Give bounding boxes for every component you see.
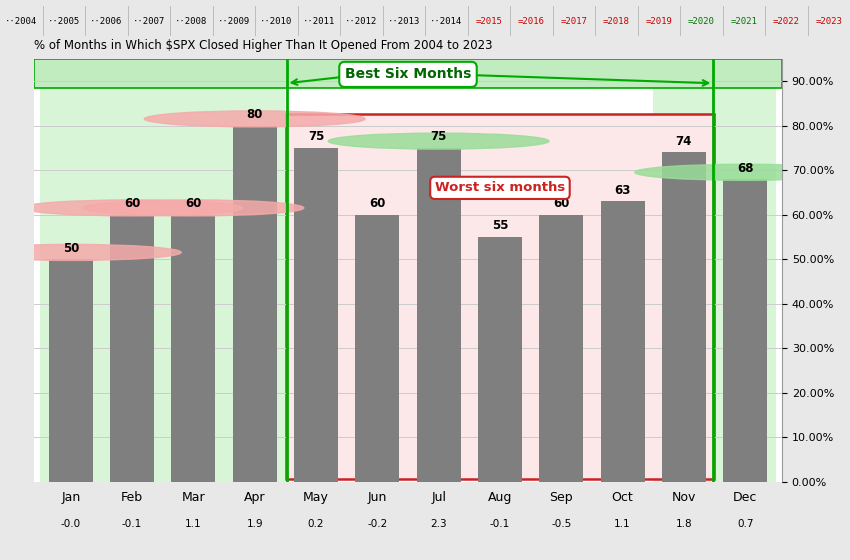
- Text: =2020: =2020: [688, 16, 715, 26]
- Text: 60: 60: [124, 197, 140, 210]
- Text: -0.1: -0.1: [490, 520, 510, 529]
- Text: =2016: =2016: [518, 16, 545, 26]
- Text: -0.1: -0.1: [122, 520, 142, 529]
- Text: -0.0: -0.0: [60, 520, 81, 529]
- Text: 60: 60: [369, 197, 386, 210]
- Text: ··2009: ··2009: [218, 16, 250, 26]
- Text: =2015: =2015: [475, 16, 502, 26]
- Text: ··2010: ··2010: [260, 16, 292, 26]
- Bar: [294, 148, 338, 482]
- Text: ··2004: ··2004: [5, 16, 37, 26]
- Text: Best Six Months: Best Six Months: [345, 67, 471, 81]
- Text: 74: 74: [676, 135, 692, 148]
- Text: =2018: =2018: [603, 16, 630, 26]
- Text: =2019: =2019: [645, 16, 672, 26]
- Bar: [40, 59, 101, 482]
- Text: ··2007: ··2007: [133, 16, 165, 26]
- Text: 68: 68: [737, 161, 753, 175]
- Text: ··2008: ··2008: [175, 16, 207, 26]
- Text: =2023: =2023: [815, 16, 842, 26]
- Bar: [101, 59, 162, 482]
- Bar: [34, 59, 782, 88]
- Text: Worst six months: Worst six months: [435, 181, 565, 194]
- Bar: [224, 59, 286, 482]
- Circle shape: [22, 200, 242, 216]
- Bar: [355, 214, 400, 482]
- Text: % of Months in Which $SPX Closed Higher Than It Opened From 2004 to 2023: % of Months in Which $SPX Closed Higher …: [34, 39, 492, 52]
- Text: ··2005: ··2005: [48, 16, 80, 26]
- Text: 75: 75: [430, 130, 447, 143]
- Text: 1.9: 1.9: [246, 520, 263, 529]
- Bar: [162, 59, 224, 482]
- Bar: [715, 59, 776, 482]
- Bar: [48, 259, 93, 482]
- Text: 0.2: 0.2: [308, 520, 325, 529]
- Bar: [600, 201, 644, 482]
- Text: 2.3: 2.3: [430, 520, 447, 529]
- Text: -0.5: -0.5: [551, 520, 571, 529]
- Circle shape: [144, 111, 366, 127]
- Text: ··2006: ··2006: [90, 16, 122, 26]
- Bar: [654, 59, 715, 482]
- Text: ··2013: ··2013: [388, 16, 420, 26]
- Text: ··2011: ··2011: [303, 16, 335, 26]
- Text: 1.8: 1.8: [676, 520, 692, 529]
- Text: =2017: =2017: [560, 16, 587, 26]
- Bar: [416, 148, 461, 482]
- Bar: [286, 114, 714, 479]
- Text: 75: 75: [308, 130, 324, 143]
- Circle shape: [328, 133, 549, 149]
- Text: 60: 60: [553, 197, 570, 210]
- Bar: [723, 179, 768, 482]
- Bar: [233, 125, 277, 482]
- Text: ··2012: ··2012: [345, 16, 377, 26]
- Text: 55: 55: [491, 220, 508, 232]
- Text: 1.1: 1.1: [615, 520, 631, 529]
- Bar: [539, 214, 583, 482]
- Bar: [662, 152, 706, 482]
- Text: 1.1: 1.1: [185, 520, 201, 529]
- Text: ··2014: ··2014: [430, 16, 462, 26]
- Text: 0.7: 0.7: [737, 520, 753, 529]
- Text: =2021: =2021: [730, 16, 757, 26]
- Circle shape: [635, 164, 850, 180]
- Bar: [172, 214, 216, 482]
- Text: 50: 50: [63, 241, 79, 255]
- Circle shape: [0, 244, 181, 260]
- Text: -0.2: -0.2: [367, 520, 388, 529]
- Bar: [110, 214, 154, 482]
- Text: 63: 63: [615, 184, 631, 197]
- Circle shape: [83, 200, 303, 216]
- Text: 60: 60: [185, 197, 201, 210]
- Text: =2022: =2022: [773, 16, 800, 26]
- Text: 80: 80: [246, 108, 263, 121]
- Bar: [478, 237, 522, 482]
